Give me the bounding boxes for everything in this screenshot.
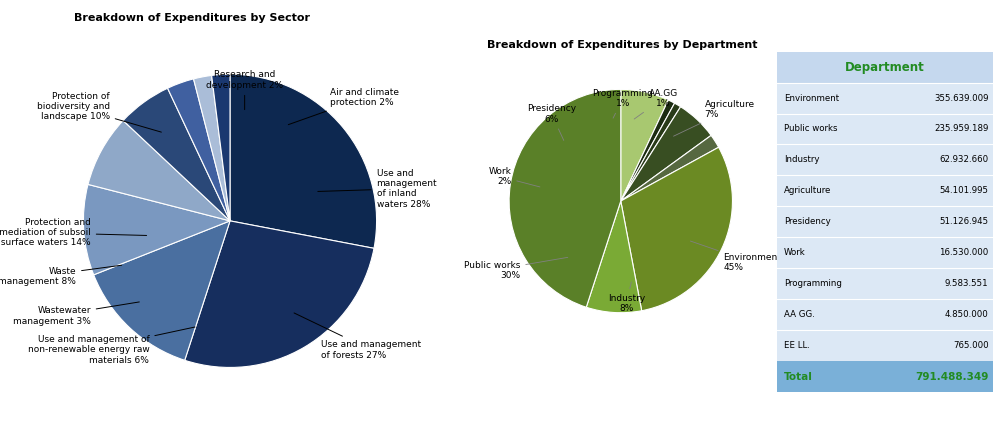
Bar: [777, 268, 993, 299]
Bar: [777, 144, 993, 175]
Wedge shape: [621, 107, 711, 201]
Text: Programming: Programming: [784, 280, 842, 288]
Bar: [777, 330, 993, 361]
Wedge shape: [185, 221, 374, 368]
Text: Public works: Public works: [784, 125, 837, 133]
Text: 62.932.660: 62.932.660: [939, 156, 988, 164]
Wedge shape: [621, 147, 732, 311]
Text: Protection and
remediation of subsoil
and surface waters 14%: Protection and remediation of subsoil an…: [0, 218, 147, 248]
Text: Breakdown of Expenditures by Department: Breakdown of Expenditures by Department: [487, 40, 758, 50]
Bar: [777, 206, 993, 237]
Bar: [777, 114, 993, 144]
Wedge shape: [168, 79, 230, 221]
Text: Research and
development 2%: Research and development 2%: [206, 71, 283, 110]
Text: EE LL.: EE LL.: [784, 341, 810, 350]
Wedge shape: [621, 89, 668, 201]
Text: Work: Work: [784, 249, 806, 257]
Wedge shape: [194, 75, 230, 221]
Text: Wastewater
management 3%: Wastewater management 3%: [13, 302, 139, 326]
Text: Use and
management
of inland
waters 28%: Use and management of inland waters 28%: [318, 169, 437, 209]
Wedge shape: [230, 74, 377, 249]
Text: Presidency: Presidency: [784, 218, 831, 226]
Text: Waste
management 8%: Waste management 8%: [0, 265, 122, 286]
Wedge shape: [88, 120, 230, 221]
Text: 235.959.189: 235.959.189: [934, 125, 988, 133]
Wedge shape: [621, 100, 675, 201]
Wedge shape: [123, 88, 230, 221]
Text: Presidency
6%: Presidency 6%: [527, 104, 576, 141]
Text: 51.126.945: 51.126.945: [939, 218, 988, 226]
Wedge shape: [212, 74, 230, 221]
Bar: [777, 83, 993, 114]
Bar: [777, 237, 993, 268]
Text: AA.GG
1%: AA.GG 1%: [634, 89, 678, 119]
Text: Department: Department: [845, 61, 925, 74]
Text: 54.101.995: 54.101.995: [940, 187, 988, 195]
Text: 765.000: 765.000: [953, 341, 988, 350]
Wedge shape: [83, 184, 230, 275]
Bar: [777, 299, 993, 330]
Text: Environment: Environment: [784, 94, 839, 102]
Text: Industry
8%: Industry 8%: [608, 282, 645, 313]
Text: Total: Total: [784, 372, 813, 382]
Text: Protection of
biodiversity and
landscape 10%: Protection of biodiversity and landscape…: [37, 92, 161, 132]
Text: 9.583.551: 9.583.551: [945, 280, 988, 288]
Text: Use and management
of forests 27%: Use and management of forests 27%: [294, 313, 421, 359]
Text: Agriculture
7%: Agriculture 7%: [674, 100, 755, 136]
Text: Breakdown of Expenditures by Sector: Breakdown of Expenditures by Sector: [74, 13, 310, 23]
Text: Programming
1%: Programming 1%: [593, 89, 653, 118]
Bar: [777, 175, 993, 206]
Text: 4.850.000: 4.850.000: [945, 310, 988, 319]
Bar: [777, 361, 993, 392]
Wedge shape: [94, 221, 230, 360]
Wedge shape: [586, 201, 642, 313]
Text: 16.530.000: 16.530.000: [939, 249, 988, 257]
Text: AA GG.: AA GG.: [784, 310, 815, 319]
Text: Public works
30%: Public works 30%: [464, 257, 568, 280]
Text: 355.639.009: 355.639.009: [934, 94, 988, 102]
Wedge shape: [509, 89, 621, 307]
Text: Air and climate
protection 2%: Air and climate protection 2%: [288, 88, 399, 125]
Wedge shape: [621, 135, 719, 201]
Text: Agriculture: Agriculture: [784, 187, 831, 195]
Text: 791.488.349: 791.488.349: [915, 372, 988, 382]
Text: Industry: Industry: [784, 156, 819, 164]
Text: Use and management of
non-renewable energy raw
materials 6%: Use and management of non-renewable ener…: [28, 327, 195, 365]
Bar: [777, 52, 993, 83]
Text: Environment
45%: Environment 45%: [690, 241, 781, 272]
Text: Work
2%: Work 2%: [488, 167, 540, 187]
Wedge shape: [621, 103, 681, 201]
